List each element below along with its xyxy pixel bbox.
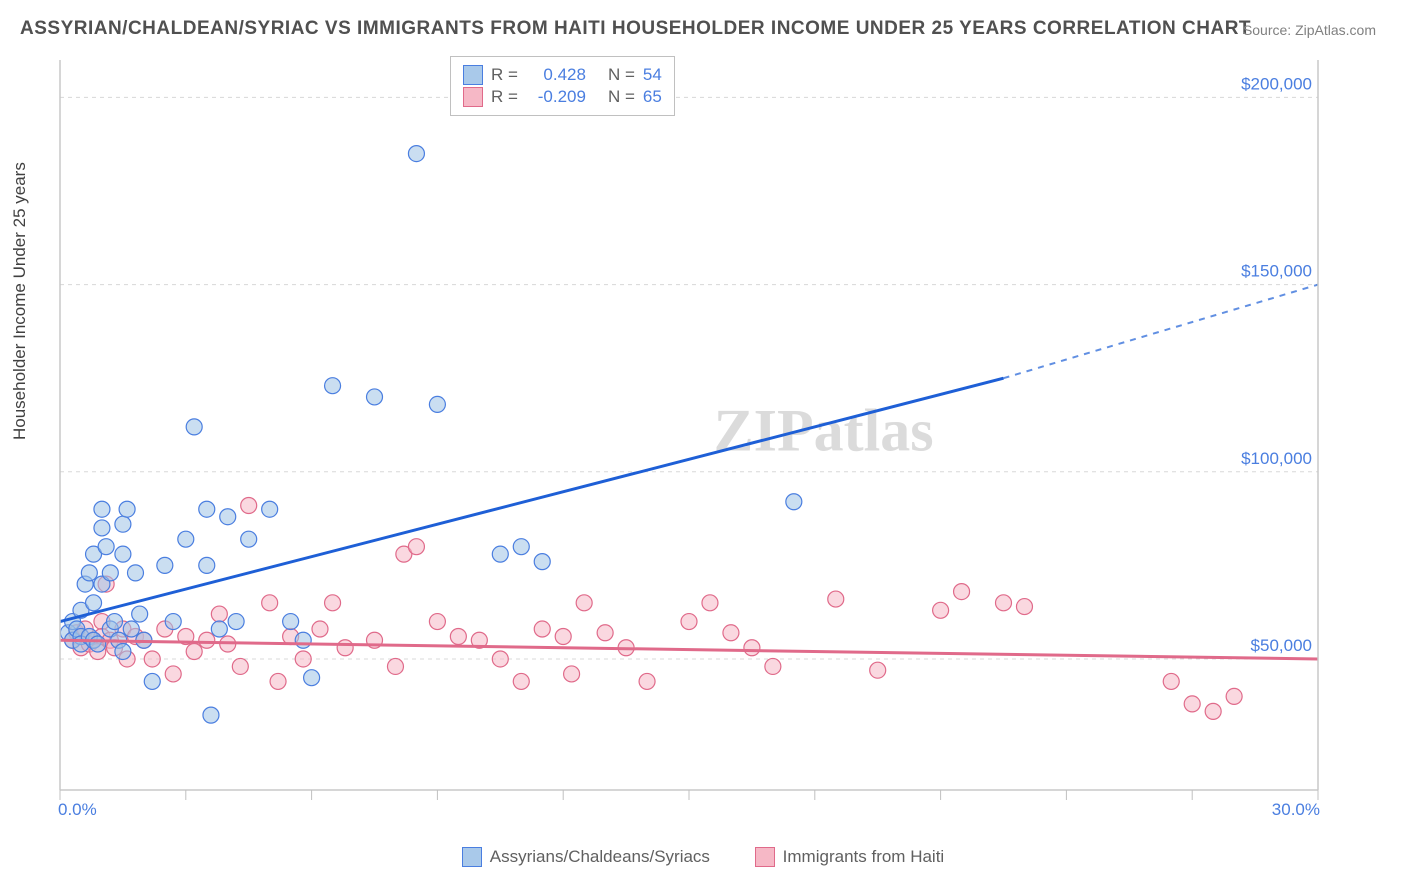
swatch-pink-icon (755, 847, 775, 867)
svg-text:$50,000: $50,000 (1251, 636, 1312, 655)
legend-label-pink: Immigrants from Haiti (783, 847, 945, 867)
n-value-pink: 65 (643, 87, 662, 107)
series-legend: Assyrians/Chaldeans/Syriacs Immigrants f… (0, 847, 1406, 872)
chart-svg: $50,000 $100,000 $150,000 $200,000 ZIPatlas 0… (58, 50, 1378, 820)
legend-label-blue: Assyrians/Chaldeans/Syriacs (490, 847, 710, 867)
svg-text:0.0%: 0.0% (58, 800, 97, 819)
source-label: Source: ZipAtlas.com (1243, 22, 1376, 38)
swatch-blue-icon (463, 65, 483, 85)
svg-text:30.0%: 30.0% (1272, 800, 1320, 819)
stats-legend: R = 0.428 N = 54 R = -0.209 N = 65 (450, 56, 675, 116)
n-label: N = (608, 65, 635, 85)
r-label: R = (491, 87, 518, 107)
r-label: R = (491, 65, 518, 85)
stats-row-blue: R = 0.428 N = 54 (463, 65, 662, 85)
r-value-blue: 0.428 (526, 65, 586, 85)
svg-text:$200,000: $200,000 (1241, 74, 1312, 93)
stats-row-pink: R = -0.209 N = 65 (463, 87, 662, 107)
svg-text:$100,000: $100,000 (1241, 449, 1312, 468)
swatch-blue-icon (462, 847, 482, 867)
y-axis-label: Householder Income Under 25 years (10, 162, 30, 440)
legend-item-pink: Immigrants from Haiti (755, 847, 945, 867)
svg-text:ZIPatlas: ZIPatlas (714, 397, 934, 463)
legend-item-blue: Assyrians/Chaldeans/Syriacs (462, 847, 710, 867)
r-value-pink: -0.209 (526, 87, 586, 107)
swatch-pink-icon (463, 87, 483, 107)
svg-text:$150,000: $150,000 (1241, 262, 1312, 281)
n-value-blue: 54 (643, 65, 662, 85)
chart-plot-area: $50,000 $100,000 $150,000 $200,000 ZIPatlas 0… (58, 50, 1378, 820)
n-label: N = (608, 87, 635, 107)
chart-title: ASSYRIAN/CHALDEAN/SYRIAC VS IMMIGRANTS F… (20, 18, 1251, 40)
